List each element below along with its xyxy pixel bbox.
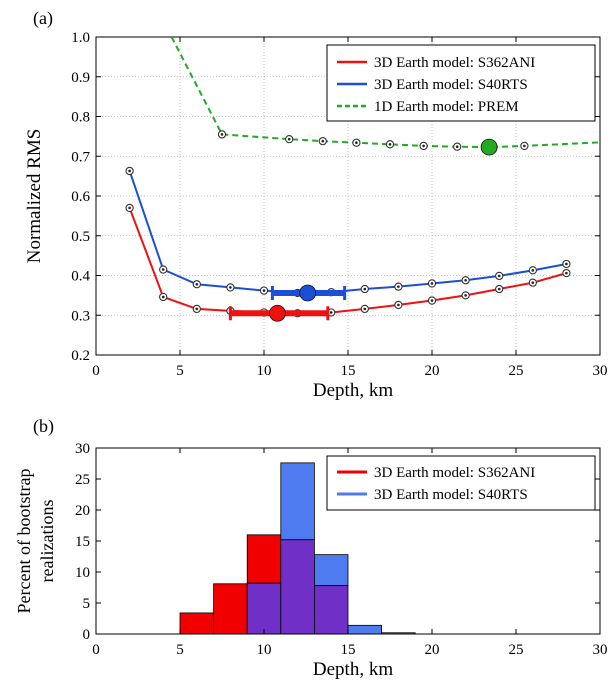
- y-tick-label: 0.6: [71, 189, 90, 205]
- data-point-dot-red: [329, 311, 333, 314]
- x-tick-label: 30: [593, 642, 608, 658]
- data-point-dot-red: [464, 294, 467, 297]
- data-point-dot-blue: [531, 269, 535, 272]
- data-point-dot-blue: [397, 285, 400, 288]
- x-tick-label: 30: [593, 363, 608, 379]
- data-point-dot-blue: [262, 289, 266, 292]
- y-tick-label: 10: [75, 565, 90, 581]
- data-point-dot-red: [397, 303, 400, 307]
- legend-box-b: [326, 455, 596, 511]
- y-tick-label: 1.0: [71, 30, 90, 46]
- data-point-dot-blue: [128, 169, 131, 173]
- y-tick-label: 0.5: [71, 229, 90, 245]
- data-point-dot-green: [321, 139, 325, 143]
- x-tick-label: 25: [509, 642, 524, 658]
- x-tick-label: 15: [341, 642, 356, 658]
- histogram-bar: [280, 462, 315, 541]
- histogram-bar-overlap: [313, 585, 349, 635]
- data-point-dot-red: [497, 287, 501, 291]
- panel-a-label: (a): [33, 8, 53, 29]
- best-fit-marker-green: [480, 138, 498, 156]
- data-point-dot-green: [422, 144, 425, 148]
- data-point-dot-blue: [195, 282, 199, 286]
- x-tick-label: 5: [176, 642, 184, 658]
- chart-b: 0 5 10 15 20 25 30 0 5 10 15 20 25 30 Depth, km Percent…: [14, 441, 608, 680]
- x-tick-label: 10: [257, 363, 272, 379]
- y-tick-label: 15: [75, 534, 90, 550]
- y-tick-label: 0.2: [71, 348, 90, 364]
- x-axis-label: Depth, km: [313, 380, 393, 401]
- data-point-dot-green: [455, 145, 459, 149]
- legend-label: 3D Earth model: S362ANI: [374, 465, 535, 481]
- data-point-dot-blue: [363, 287, 367, 291]
- best-fit-marker-red: [269, 304, 286, 322]
- y-tick-label: 20: [75, 503, 90, 519]
- histogram-bar: [213, 583, 248, 635]
- x-tick-label: 20: [425, 642, 440, 658]
- data-point-dot-red: [430, 299, 434, 302]
- legend-label: 3D Earth model: S362ANI: [374, 55, 535, 71]
- y-axis-label: Normalized RMS: [24, 129, 45, 264]
- data-point-dot-red: [363, 307, 367, 311]
- x-tick-label: 5: [176, 363, 184, 379]
- data-point-dot-red: [565, 271, 568, 275]
- legend-label: 3D Earth model: S40RTS: [374, 77, 528, 93]
- y-axis-label-line-2: realizations: [37, 500, 57, 583]
- data-point-dot-green: [355, 141, 358, 145]
- legend-box-a: [326, 44, 596, 122]
- data-point-dot-blue: [565, 262, 568, 266]
- histogram-bar-overlap: [280, 539, 315, 635]
- x-tick-label: 25: [509, 363, 524, 379]
- data-point-dot-green: [220, 133, 224, 136]
- data-point-dot-red: [531, 281, 535, 284]
- histogram-bar-overlap: [246, 582, 282, 635]
- x-tick-label: 0: [92, 363, 100, 379]
- data-point-dot-green: [523, 144, 526, 148]
- y-tick-label: 0.9: [71, 70, 90, 86]
- y-tick-label: 0.3: [71, 308, 90, 324]
- data-point-dot-red: [128, 206, 131, 210]
- data-point-dot-blue: [229, 286, 232, 289]
- histogram-bar: [179, 612, 214, 635]
- y-tick-label: 5: [83, 596, 91, 612]
- data-point-dot-green: [287, 137, 291, 141]
- histogram-bar: [313, 554, 349, 587]
- legend-label: 3D Earth model: S40RTS: [374, 487, 528, 503]
- panel-b-label: (b): [33, 416, 54, 437]
- y-tick-label: 30: [75, 441, 90, 457]
- y-tick-label: 0.4: [71, 269, 90, 285]
- x-tick-label: 10: [257, 642, 272, 658]
- data-point-dot-blue: [464, 278, 467, 282]
- legend-label: 1D Earth model: PREM: [374, 99, 519, 115]
- y-tick-label: 0.8: [71, 110, 90, 126]
- data-point-dot-red: [195, 307, 199, 311]
- best-fit-marker-blue: [299, 284, 317, 302]
- series-line-red: [128, 207, 567, 315]
- data-point-dot-blue: [430, 282, 434, 285]
- y-tick-label: 0.7: [71, 149, 90, 165]
- x-tick-label: 20: [425, 363, 440, 379]
- data-point-dot-red: [161, 295, 165, 299]
- data-point-dot-blue: [161, 268, 165, 271]
- series-line-blue: [128, 170, 567, 294]
- x-tick-label: 15: [341, 363, 356, 379]
- data-point-dot-green: [388, 143, 392, 146]
- x-tick-label: 0: [92, 642, 100, 658]
- chart-a: 0 5 10 15 20 25 30 0.2 0.3 0.4 0.5 0.6 0.7 0.8 0.9 1.0 D…: [24, 30, 608, 401]
- data-point-dot-blue: [497, 274, 501, 278]
- y-tick-label: 0: [83, 627, 91, 643]
- y-axis-label-line-1: Percent of bootstrap: [14, 469, 34, 614]
- x-axis-label: Depth, km: [313, 659, 393, 680]
- histogram-bar: [347, 624, 382, 635]
- y-tick-label: 25: [75, 472, 90, 488]
- histogram-bar: [246, 534, 282, 584]
